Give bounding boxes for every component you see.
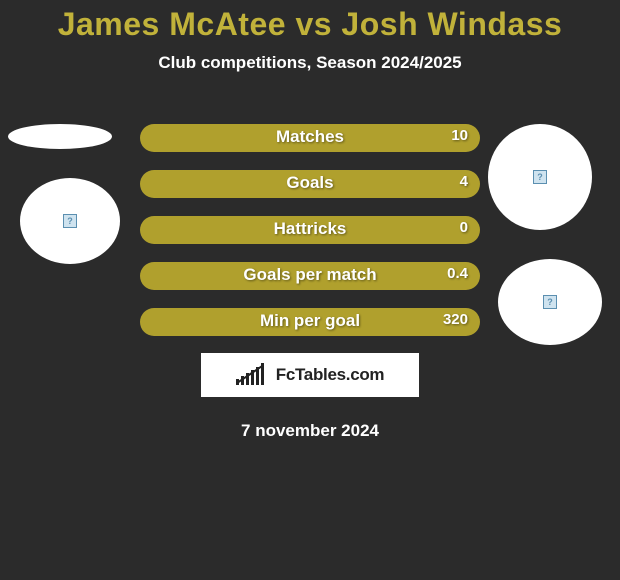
page-title: James McAtee vs Josh Windass: [0, 0, 620, 43]
player2-avatar-placeholder: ?: [488, 124, 592, 230]
logo-bars-icon: [236, 363, 272, 385]
image-placeholder-icon: ?: [533, 170, 547, 184]
player2-secondary-placeholder: ?: [498, 259, 602, 345]
player1-shadow-ellipse: [8, 124, 112, 149]
page-subtitle: Club competitions, Season 2024/2025: [0, 53, 620, 73]
stat-label: Goals per match: [140, 265, 480, 285]
stat-label: Hattricks: [140, 219, 480, 239]
stat-bar-row: Min per goal320: [140, 308, 480, 336]
image-placeholder-icon: ?: [63, 214, 77, 228]
comparison-infographic: James McAtee vs Josh Windass Club compet…: [0, 0, 620, 580]
stat-bar-row: Goals per match0.4: [140, 262, 480, 290]
player1-avatar-placeholder: ?: [20, 178, 120, 264]
stat-bar-row: Hattricks0: [140, 216, 480, 244]
snapshot-date: 7 november 2024: [0, 421, 620, 441]
stat-label: Goals: [140, 173, 480, 193]
stat-label: Matches: [140, 127, 480, 147]
stat-value-right: 4: [460, 173, 468, 190]
logo-text: FcTables.com: [276, 365, 385, 385]
fctables-logo: FcTables.com: [201, 353, 419, 397]
stat-bar-row: Matches10: [140, 124, 480, 152]
stat-value-right: 0.4: [447, 265, 468, 282]
image-placeholder-icon: ?: [543, 295, 557, 309]
stat-value-right: 320: [443, 311, 468, 328]
stat-bar-row: Goals4: [140, 170, 480, 198]
stat-bars: Matches10 Goals4 Hattricks0 Goals per match…: [140, 124, 480, 354]
stat-value-right: 0: [460, 219, 468, 236]
stat-value-right: 10: [451, 127, 468, 144]
stat-label: Min per goal: [140, 311, 480, 331]
